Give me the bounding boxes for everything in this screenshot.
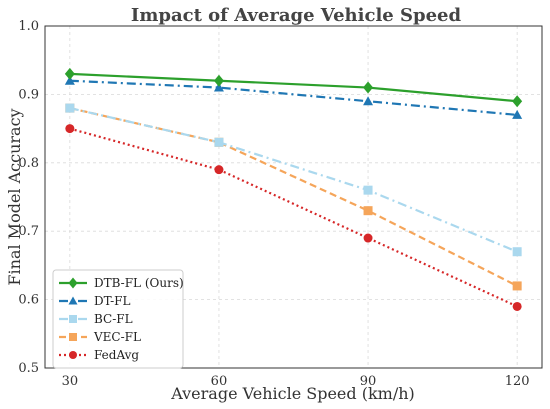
data-point-bc-fl [512,247,522,257]
series-line-dt-fl [69,79,518,117]
chart-title: Impact of Average Vehicle Speed [131,5,462,26]
data-point-vec-fl [512,281,522,291]
legend-marker-bc-fl [69,315,77,323]
legend-marker-fedavg [69,351,77,359]
data-point-fedavg [65,124,75,134]
y-tick-label: 1.0 [18,19,39,34]
legend: DTB-FL (Ours) DT-FL BC-FL VEC-FL FedAvg [52,269,184,369]
legend-label-vec-fl: VEC-FL [93,330,141,344]
legend-marker-vec-fl [69,333,77,341]
data-point-dtb-fl-ours [363,81,374,94]
series-line-dtb-fl-ours [69,72,518,103]
data-point-dt-fl [64,75,75,85]
y-tick-label: 0.7 [18,224,39,239]
data-point-dt-fl [512,109,523,119]
data-point-dtb-fl-ours [213,74,224,87]
x-axis-label: Average Vehicle Speed (km/h) [170,384,415,403]
data-point-dtb-fl-ours [512,95,523,108]
y-tick-label: 0.5 [18,361,39,376]
series-line-bc-fl [69,107,518,253]
legend-label-fedavg: FedAvg [94,348,139,362]
y-tick-label: 0.6 [18,293,39,308]
data-point-fedavg [512,301,522,311]
x-tick-label: 30 [62,374,79,389]
legend-label-dt-fl: DT-FL [94,294,130,308]
data-point-bc-fl [363,185,373,195]
data-point-bc-fl [65,103,75,113]
series-line-vec-fl [69,107,518,287]
x-tick-label: 60 [211,374,228,389]
x-tick-label: 90 [360,374,377,389]
data-point-dt-fl [213,82,224,92]
data-point-fedavg [214,165,224,175]
data-point-bc-fl [214,137,224,147]
series-layer [64,67,523,311]
legend-box [52,269,184,369]
x-tick-label: 120 [505,374,530,389]
y-tick-label: 0.8 [18,156,39,171]
y-axis-label: Final Model Accuracy [5,108,24,285]
data-point-vec-fl [363,206,373,216]
legend-label-bc-fl: BC-FL [94,312,133,326]
plot-frame [44,25,543,369]
legend-marker-dtb-fl-ours [68,277,78,289]
data-point-dtb-fl-ours [64,67,75,80]
legend-marker-dt-fl [68,296,78,305]
ticks: 0.5 0.6 0.7 0.8 0.9 1.0 30 60 90 120 [18,19,529,389]
data-point-dt-fl [363,96,374,106]
series-line-fedavg [69,127,518,308]
legend-label-dtb-fl-ours: DTB-FL (Ours) [94,276,184,290]
y-tick-label: 0.9 [18,87,39,102]
data-point-fedavg [363,233,373,243]
